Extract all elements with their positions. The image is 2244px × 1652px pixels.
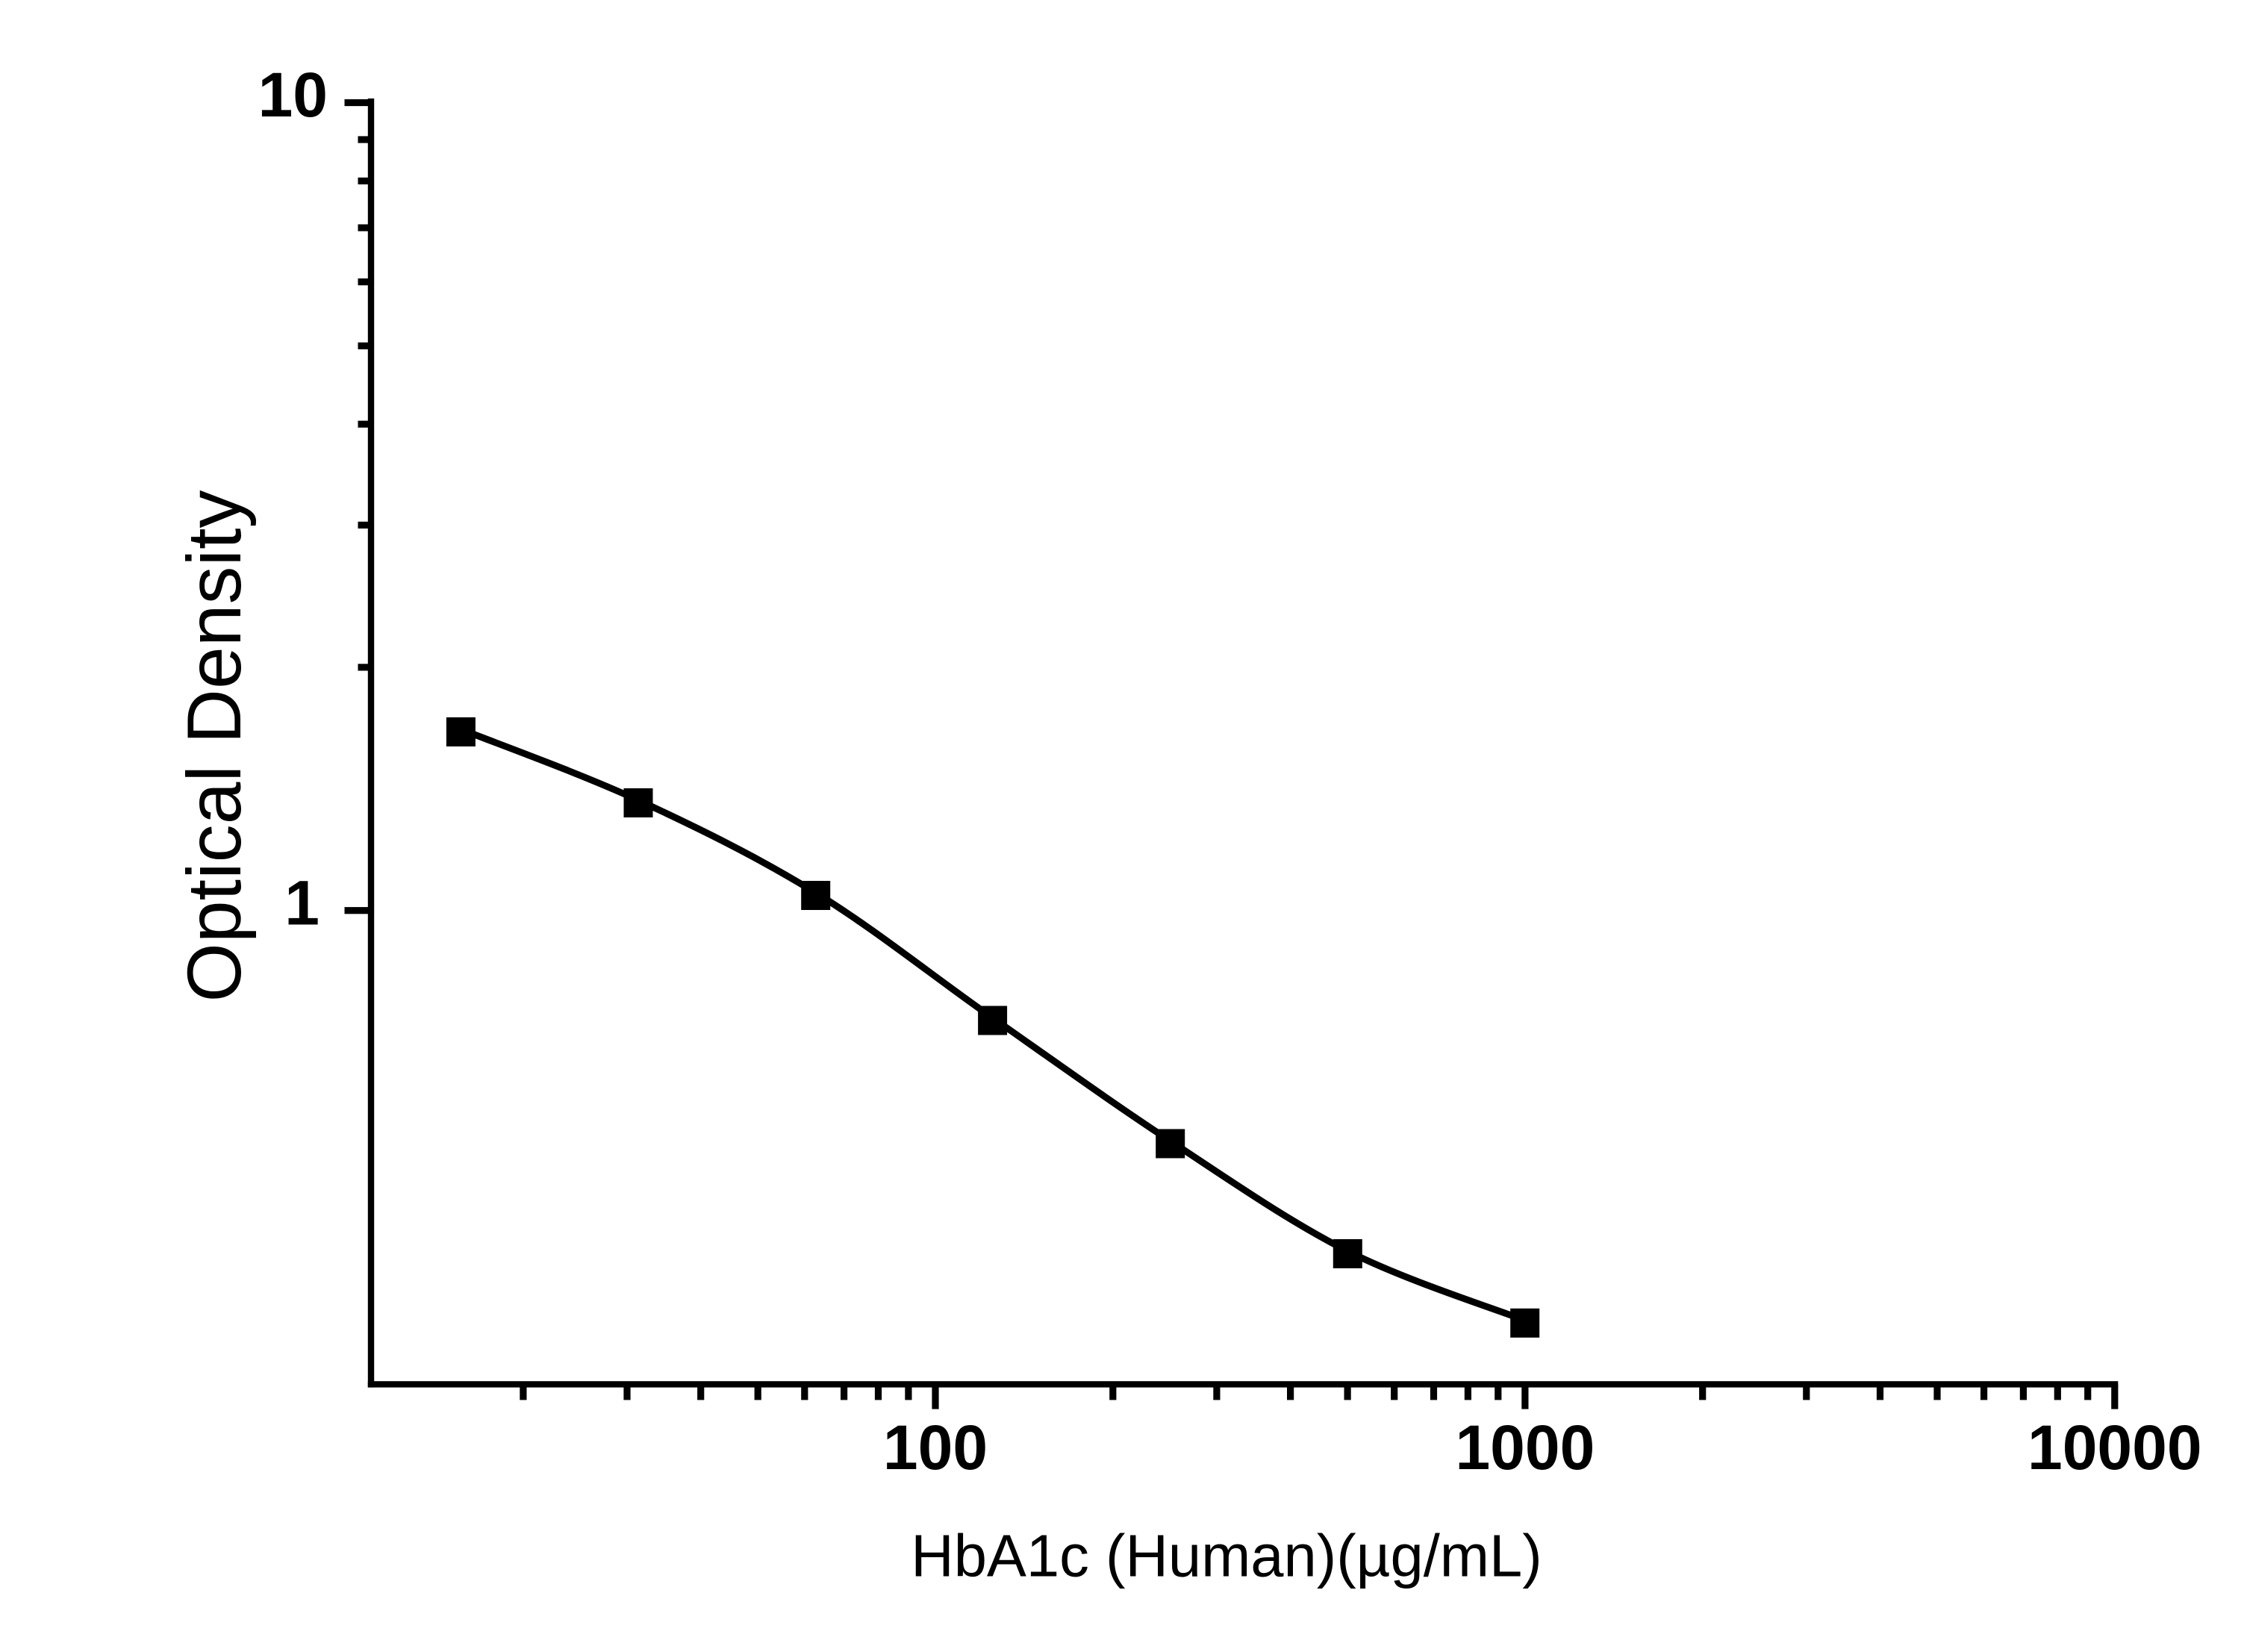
svg-text:HbA1c (Human)(µg/mL): HbA1c (Human)(µg/mL) bbox=[911, 1523, 1542, 1589]
svg-text:100: 100 bbox=[883, 1412, 988, 1483]
svg-text:10000: 10000 bbox=[2028, 1412, 2202, 1483]
svg-text:10: 10 bbox=[258, 60, 328, 130]
svg-text:1: 1 bbox=[284, 867, 320, 938]
svg-text:1000: 1000 bbox=[1455, 1412, 1595, 1483]
svg-text:Optical Density: Optical Density bbox=[172, 490, 257, 1003]
